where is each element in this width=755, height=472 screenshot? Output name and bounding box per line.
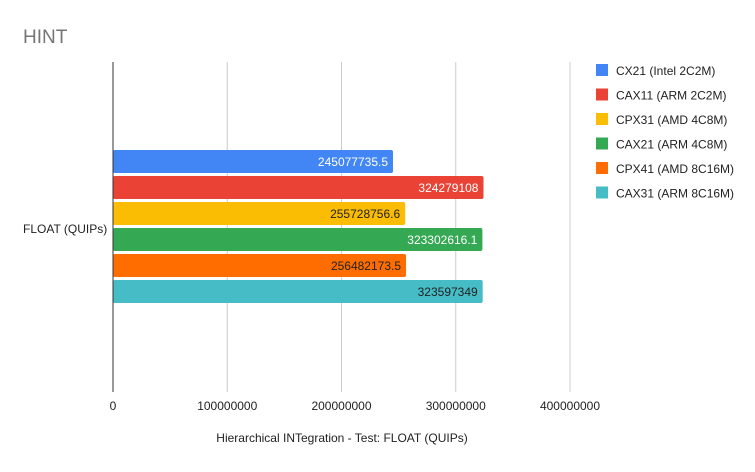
- data-label: 245077735.5: [318, 155, 388, 169]
- data-label: 324279108: [418, 181, 478, 195]
- x-tick-label: 400000000: [540, 399, 600, 413]
- data-label: 323302616.1: [407, 233, 477, 247]
- x-tick-label: 0: [110, 399, 117, 413]
- gridlines: [226, 62, 571, 392]
- bar: [113, 228, 483, 251]
- legend-swatch: [596, 113, 608, 125]
- bars: 245077735.5 324279108 255728756.6 323302616…: [113, 150, 484, 303]
- x-tick-labels: 0 100000000 200000000 300000000 400000000: [110, 399, 601, 413]
- data-label: 323597349: [418, 285, 478, 299]
- bar: [113, 254, 407, 277]
- chart-title: HINT: [23, 27, 68, 48]
- x-tick-label: 200000000: [311, 399, 371, 413]
- legend-swatch: [596, 88, 608, 101]
- legend-label: CX21 (Intel 2C2M): [616, 64, 715, 78]
- category-label: FLOAT (QUIPs): [23, 222, 107, 236]
- legend-swatch: [596, 186, 608, 199]
- legend-label: CPX41 (AMD 8C16M): [616, 162, 734, 176]
- legend-label: CAX21 (ARM 4C8M): [616, 138, 727, 152]
- data-label: 256482173.5: [331, 259, 401, 273]
- legend-swatch: [596, 162, 608, 174]
- data-label: 255728756.6: [330, 207, 400, 221]
- legend-label: CAX31 (ARM 8C16M): [616, 187, 734, 201]
- bar: [113, 150, 394, 173]
- legend-label: CAX11 (ARM 2C2M): [616, 89, 726, 103]
- x-axis-title: Hierarchical INTegration - Test: FLOAT (…: [216, 431, 467, 445]
- legend-swatch: [596, 64, 608, 76]
- bar: [113, 202, 406, 225]
- legend-label: CPX31 (AMD 4C8M): [616, 113, 727, 127]
- legend-swatch: [596, 137, 608, 150]
- x-tick-label: 100000000: [197, 399, 257, 413]
- bar: [113, 280, 483, 303]
- legend: CX21 (Intel 2C2M) CAX11 (ARM 2C2M) CPX31 (…: [596, 64, 734, 201]
- x-tick-label: 300000000: [426, 399, 486, 413]
- bar: [113, 176, 484, 199]
